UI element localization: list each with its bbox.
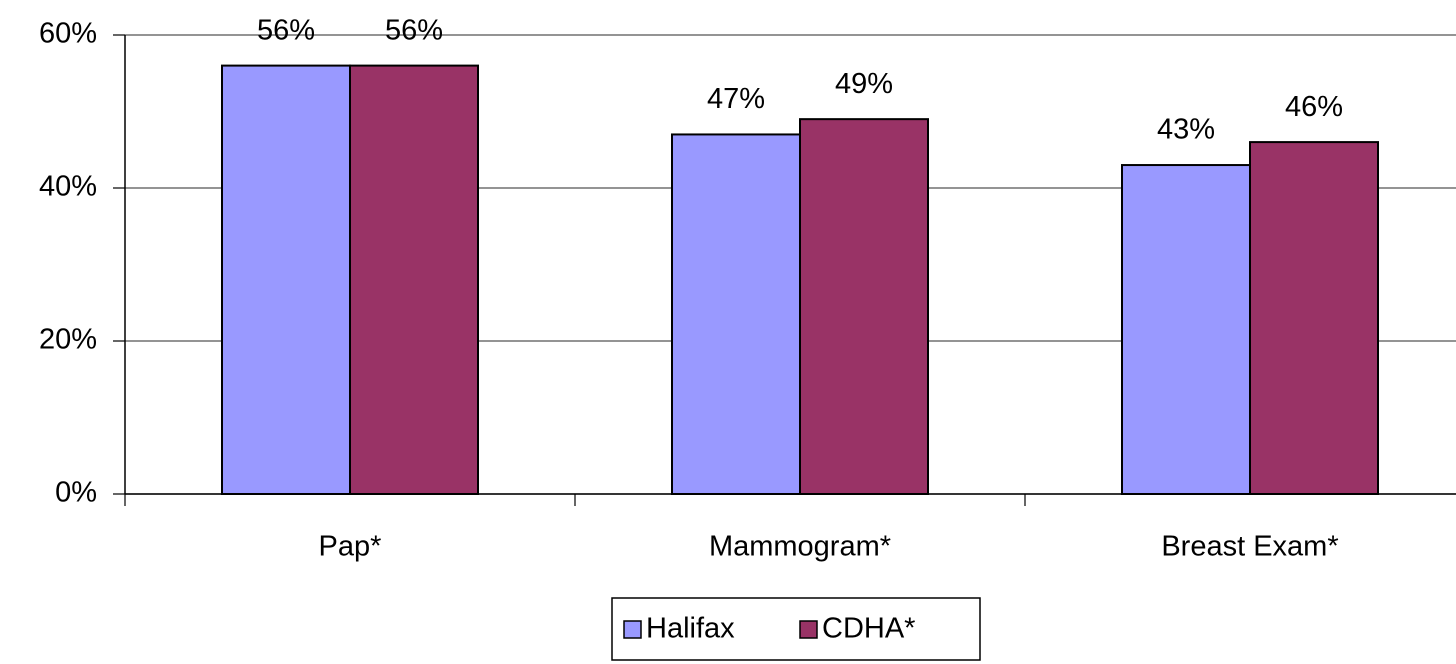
data-label: 56%	[257, 14, 315, 46]
y-tick-label: 20%	[39, 324, 97, 356]
legend-box	[611, 597, 981, 661]
bar	[221, 64, 351, 495]
data-label: 49%	[835, 68, 893, 100]
bar	[349, 64, 479, 495]
data-label: 46%	[1285, 91, 1343, 123]
legend-swatch	[623, 620, 642, 639]
bar	[671, 133, 801, 495]
y-tick-label: 0%	[55, 477, 97, 509]
bar	[1121, 164, 1251, 496]
legend-label: CDHA*	[822, 613, 915, 645]
data-label: 47%	[707, 83, 765, 115]
y-tick-label: 40%	[39, 171, 97, 203]
x-tick-label: Pap*	[319, 531, 382, 563]
legend-label: Halifax	[646, 613, 735, 645]
data-label: 43%	[1157, 114, 1215, 146]
legend-swatch	[799, 620, 818, 639]
data-label: 56%	[385, 14, 443, 46]
x-tick-label: Mammogram*	[709, 531, 891, 563]
y-tick-label: 60%	[39, 18, 97, 50]
bar	[1249, 141, 1379, 495]
x-tick-label: Breast Exam*	[1161, 531, 1338, 563]
bar	[799, 118, 929, 496]
